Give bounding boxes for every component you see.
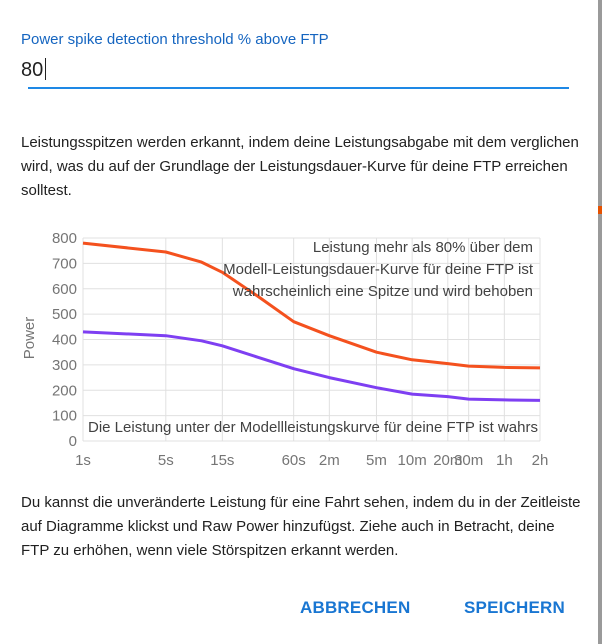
y-axis-ticks: 0 100 200 300 400 500 600 700 800 <box>52 230 77 450</box>
footer-text: Du kannst die unveränderte Leistung für … <box>21 494 581 559</box>
x-tick-label: 2h <box>532 452 549 469</box>
x-tick-label: 30m <box>454 452 483 469</box>
x-tick-label: 10m <box>398 452 427 469</box>
window-edge <box>598 0 602 644</box>
x-tick-label: 60s <box>282 452 306 469</box>
series-line-2 <box>82 330 541 402</box>
y-tick-label: 200 <box>52 382 77 399</box>
annotation-line: wahrscheinlich eine Spitze und wird beho… <box>232 283 533 300</box>
annotation-below: Die Leistung unter der Modellleistungsku… <box>88 419 538 436</box>
save-button[interactable]: SPEICHERN <box>458 594 571 622</box>
y-tick-label: 400 <box>52 332 77 349</box>
threshold-input-underline <box>28 87 569 89</box>
x-tick-label: 1s <box>75 452 91 469</box>
x-tick-label: 20m <box>433 452 462 469</box>
edge-accent <box>598 206 602 214</box>
annotation-above: Leistung mehr als 80% über dem Modell-Lei… <box>223 239 534 300</box>
y-tick-label: 100 <box>52 408 77 425</box>
annotation-line: Leistung mehr als 80% über dem <box>313 239 533 256</box>
x-tick-label: 15s <box>210 452 234 469</box>
x-tick-label: 5m <box>366 452 387 469</box>
y-tick-label: 700 <box>52 255 77 272</box>
annotation-line: Modell-Leistungsdauer-Kurve für deine FT… <box>223 261 534 278</box>
y-tick-label: 300 <box>52 357 77 374</box>
y-axis-label: Power <box>21 317 38 360</box>
series-line-1 <box>82 241 541 370</box>
cancel-button[interactable]: ABBRECHEN <box>294 594 416 622</box>
y-tick-label: 500 <box>52 306 77 323</box>
threshold-input[interactable] <box>21 55 569 85</box>
x-tick-label: 1h <box>496 452 513 469</box>
power-duration-chart: 0 100 200 300 400 500 600 700 800 1s 5s 15s 60s 2m 5m… <box>21 230 548 469</box>
text-caret <box>45 58 46 80</box>
x-tick-label: 5s <box>158 452 174 469</box>
x-tick-label: 2m <box>319 452 340 469</box>
y-tick-label: 600 <box>52 281 77 298</box>
y-tick-label: 800 <box>52 230 77 247</box>
chart-series <box>82 241 541 402</box>
y-tick-label: 0 <box>69 433 77 450</box>
description-text: Leistungsspitzen werden erkannt, indem d… <box>21 134 579 199</box>
threshold-field-label: Power spike detection threshold % above … <box>21 31 329 48</box>
